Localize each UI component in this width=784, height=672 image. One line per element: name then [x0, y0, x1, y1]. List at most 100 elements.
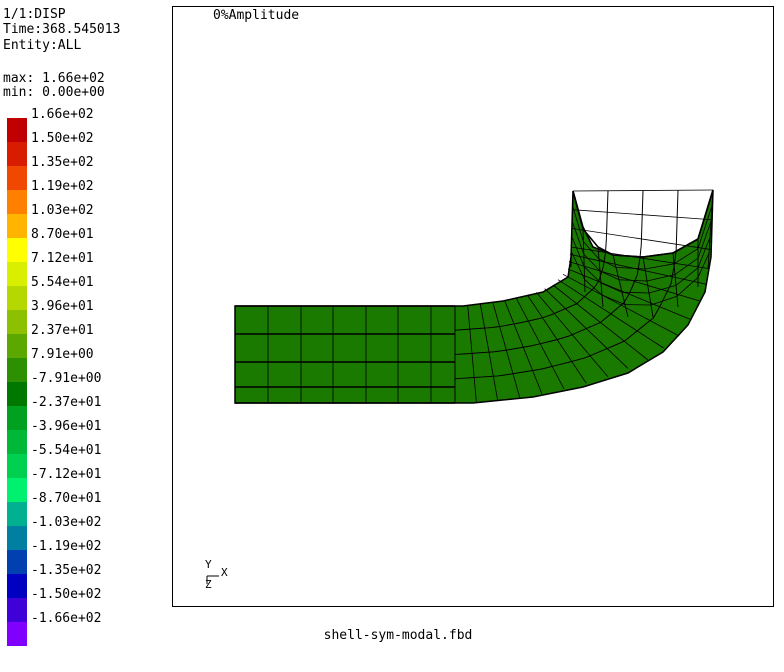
- legend-swatch: [7, 286, 27, 310]
- legend-label: -1.35e+02: [31, 563, 102, 578]
- mesh-line: [600, 282, 623, 293]
- legend-swatch: [7, 406, 27, 430]
- axis-y-label: Y: [205, 558, 212, 571]
- mesh-line: [612, 254, 644, 258]
- mesh-line: [697, 253, 710, 278]
- legend-swatch: [7, 382, 27, 406]
- entity-label: Entity:ALL: [3, 38, 82, 53]
- mesh-line: [676, 277, 699, 297]
- mesh-line: [648, 285, 677, 294]
- legend-swatch: [7, 478, 27, 502]
- mesh-line: [584, 279, 603, 296]
- legend-label: 1.03e+02: [31, 203, 94, 218]
- legend-swatch: [7, 430, 27, 454]
- mesh-line: [597, 246, 604, 308]
- mesh-line: [642, 252, 674, 258]
- shell-mesh: [234, 189, 714, 404]
- legend-label: -1.03e+02: [31, 515, 102, 530]
- legend-swatch: [7, 166, 27, 190]
- legend-label: 1.35e+02: [31, 155, 94, 170]
- mesh-line: [642, 256, 654, 318]
- legend-swatch: [7, 550, 27, 574]
- mesh-line: [650, 295, 678, 306]
- graphics-viewport[interactable]: 0%Amplitude Y Z X: [172, 6, 774, 607]
- legend-label: -7.12e+01: [31, 467, 102, 482]
- legend-swatch: [7, 358, 27, 382]
- legend-label: -1.19e+02: [31, 539, 102, 554]
- legend-label: 5.54e+01: [31, 275, 94, 290]
- mesh-line: [618, 279, 648, 282]
- legend-label: 7.12e+01: [31, 251, 94, 266]
- mesh-line: [612, 254, 629, 318]
- filename-label: shell-sym-modal.fbd: [323, 628, 473, 643]
- result-step-label: 1/1:DISP: [3, 7, 66, 22]
- mesh-line: [697, 221, 712, 259]
- mesh-line: [598, 258, 617, 268]
- mesh-line: [582, 228, 599, 248]
- mesh-line: [583, 266, 602, 284]
- legend-label: 7.91e+00: [31, 347, 94, 362]
- legend-label: -3.96e+01: [31, 419, 102, 434]
- legend-swatch: [7, 598, 27, 622]
- mesh-line: [673, 248, 699, 265]
- mesh-line: [597, 246, 614, 256]
- legend-swatch: [7, 238, 27, 262]
- legend-swatch: [7, 142, 27, 166]
- mesh-line: [697, 205, 713, 249]
- mesh-line: [601, 294, 626, 305]
- legend-label: -1.50e+02: [31, 587, 102, 602]
- mesh-line: [582, 228, 586, 293]
- legend-label: 1.50e+02: [31, 131, 94, 146]
- legend-swatch: [7, 214, 27, 238]
- mesh-line: [672, 252, 679, 308]
- min-value-label: min: 0.00e+00: [3, 85, 105, 100]
- legend-label: -2.37e+01: [31, 395, 102, 410]
- legend-swatch: [7, 454, 27, 478]
- mesh-line: [672, 238, 699, 254]
- legend-swatch: [7, 190, 27, 214]
- mesh-line: [571, 251, 585, 280]
- legend-swatch: [7, 622, 27, 646]
- legend-swatch: [7, 262, 27, 286]
- viewport-title: 0%Amplitude: [213, 8, 300, 23]
- mesh-line: [571, 221, 585, 255]
- max-value-label: max: 1.66e+02: [3, 71, 105, 86]
- legend-label: 8.70e+01: [31, 227, 94, 242]
- mesh-line: [454, 190, 679, 380]
- axis-triad-icon: [206, 575, 219, 584]
- mesh-line: [674, 257, 699, 275]
- legend-label: -8.70e+01: [31, 491, 102, 506]
- legend-swatch: [7, 526, 27, 550]
- legend-swatch: [7, 574, 27, 598]
- mesh-line: [621, 291, 650, 294]
- mesh-line: [583, 241, 600, 260]
- mesh-line: [599, 270, 620, 281]
- legend-label: 2.37e+01: [31, 323, 94, 338]
- mesh-line: [707, 189, 714, 270]
- mesh-line: [570, 190, 574, 268]
- mesh-line: [583, 253, 601, 272]
- mesh-line: [572, 206, 584, 242]
- mesh-line: [675, 267, 699, 286]
- legend-label: 1.66e+02: [31, 107, 94, 122]
- mesh-line: [697, 237, 711, 268]
- time-label: Time:368.545013: [3, 22, 121, 37]
- mesh-line: [646, 274, 676, 282]
- mesh-line: [697, 189, 714, 240]
- legend-label: 3.96e+01: [31, 299, 94, 314]
- legend-label: -7.91e+00: [31, 371, 102, 386]
- filename-footer: shell-sym-modal.fbd: [0, 628, 784, 643]
- legend-label: 1.19e+02: [31, 179, 94, 194]
- legend-swatch: [7, 118, 27, 142]
- legend-label: -5.54e+01: [31, 443, 102, 458]
- mesh-line: [644, 263, 675, 270]
- legend-swatch: [7, 334, 27, 358]
- mesh-line: [572, 190, 584, 230]
- legend-swatch: [7, 310, 27, 334]
- axis-x-label: X: [221, 566, 228, 579]
- mesh-line: [571, 236, 585, 267]
- legend-label: -1.66e+02: [31, 611, 102, 626]
- legend-swatch: [7, 502, 27, 526]
- axis-z-label: Z: [205, 578, 212, 591]
- mesh-element: [234, 189, 714, 404]
